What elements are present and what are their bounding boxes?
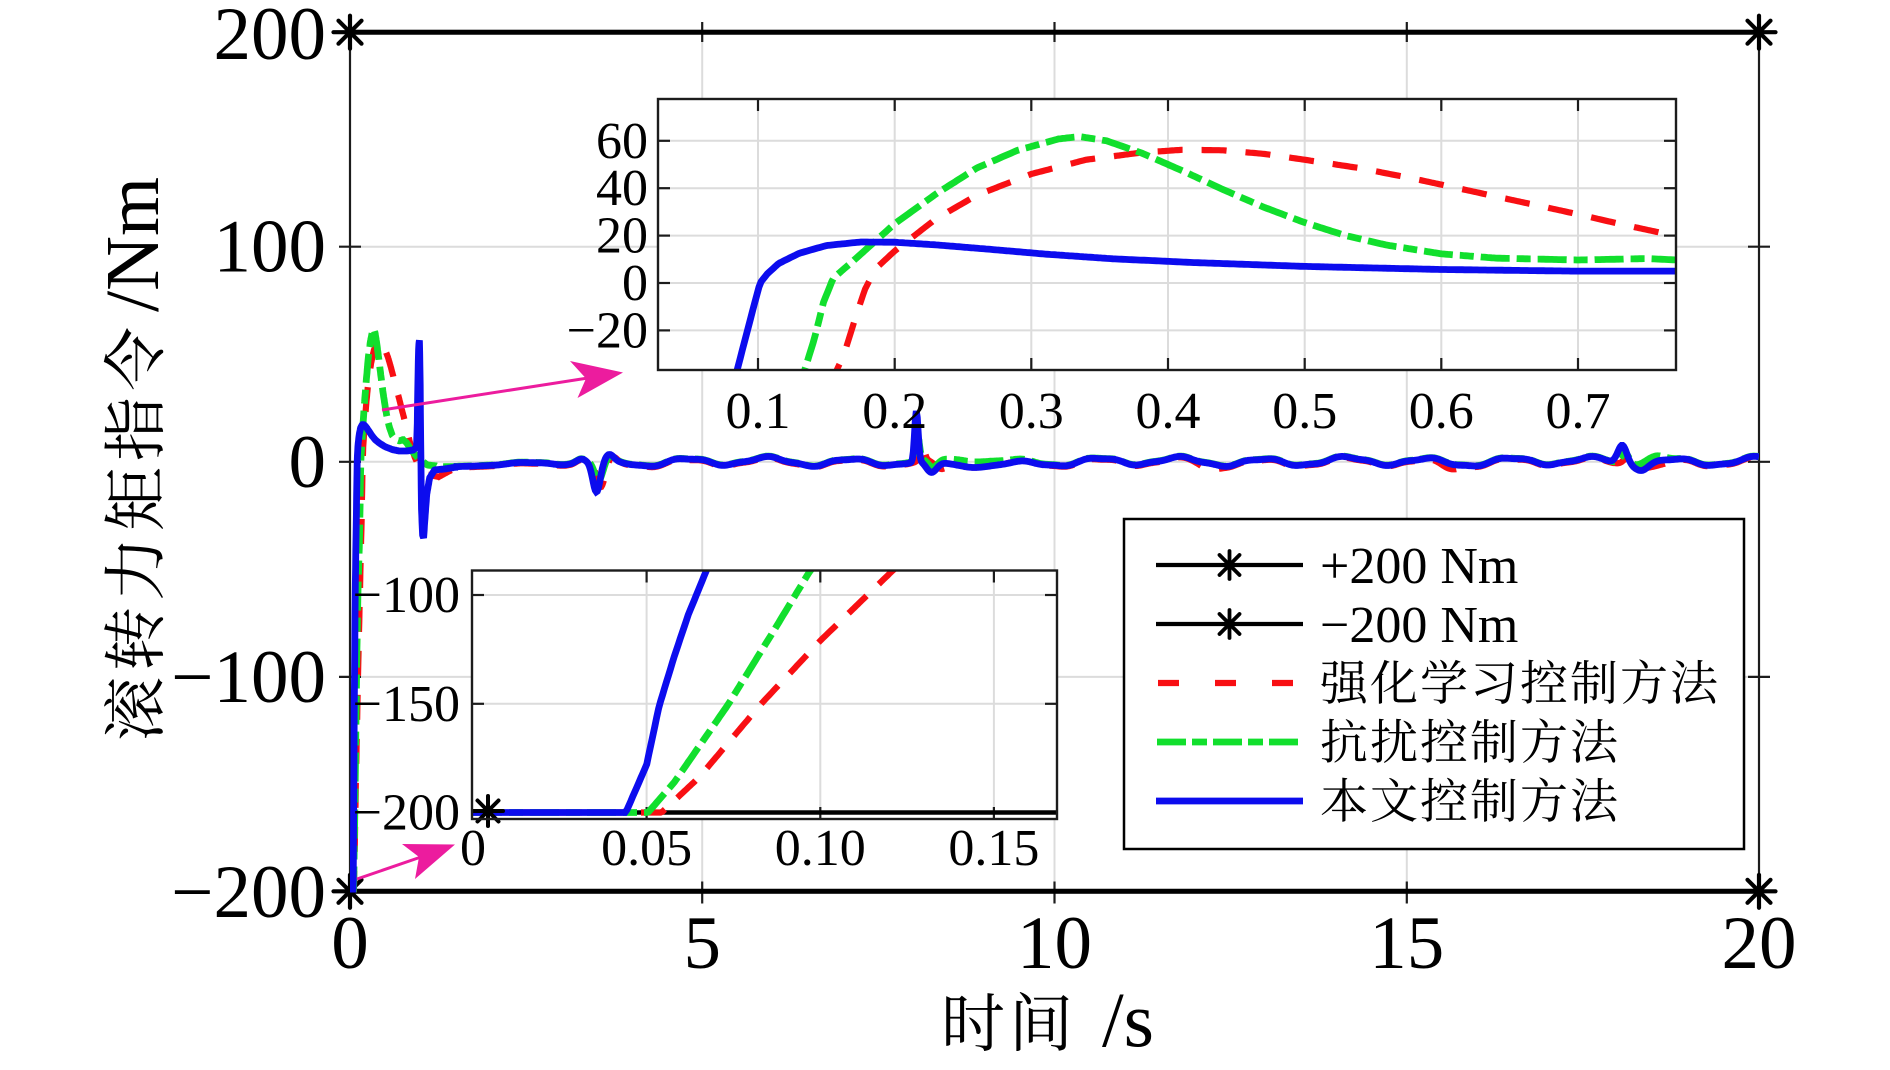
svg-text:−150: −150 (353, 676, 460, 733)
svg-text:0.1: 0.1 (726, 383, 791, 440)
svg-text:0.05: 0.05 (601, 820, 692, 877)
svg-text:−200: −200 (171, 851, 326, 934)
svg-text:0.7: 0.7 (1546, 383, 1611, 440)
svg-text:0.10: 0.10 (775, 820, 866, 877)
svg-text:0.4: 0.4 (1136, 383, 1201, 440)
svg-text:0.15: 0.15 (948, 820, 1039, 877)
svg-text:20: 20 (596, 208, 648, 265)
svg-text:0.3: 0.3 (999, 383, 1064, 440)
svg-text:0: 0 (331, 902, 369, 985)
svg-text:0: 0 (460, 820, 486, 877)
svg-text:−200: −200 (353, 785, 460, 842)
svg-text:20: 20 (1722, 902, 1797, 985)
svg-text:0.5: 0.5 (1272, 383, 1337, 440)
svg-text:10: 10 (1017, 902, 1092, 985)
svg-text:60: 60 (596, 113, 648, 170)
svg-text:40: 40 (596, 160, 648, 217)
svg-text:5: 5 (683, 902, 721, 985)
svg-text:200: 200 (214, 0, 327, 76)
svg-text:−100: −100 (353, 567, 460, 624)
svg-text:0.6: 0.6 (1409, 383, 1474, 440)
svg-text:−100: −100 (171, 636, 326, 719)
svg-text:−200 Nm: −200 Nm (1320, 597, 1518, 654)
svg-text:+200 Nm: +200 Nm (1320, 538, 1518, 595)
svg-text:/Nm: /Nm (91, 177, 175, 312)
svg-text:100: 100 (214, 206, 327, 289)
svg-text:0: 0 (622, 255, 648, 312)
svg-text:0: 0 (289, 421, 327, 504)
svg-text:−20: −20 (567, 302, 648, 359)
svg-text:/s: /s (1102, 976, 1154, 1063)
svg-text:0.2: 0.2 (862, 383, 927, 440)
svg-text:15: 15 (1369, 902, 1444, 985)
